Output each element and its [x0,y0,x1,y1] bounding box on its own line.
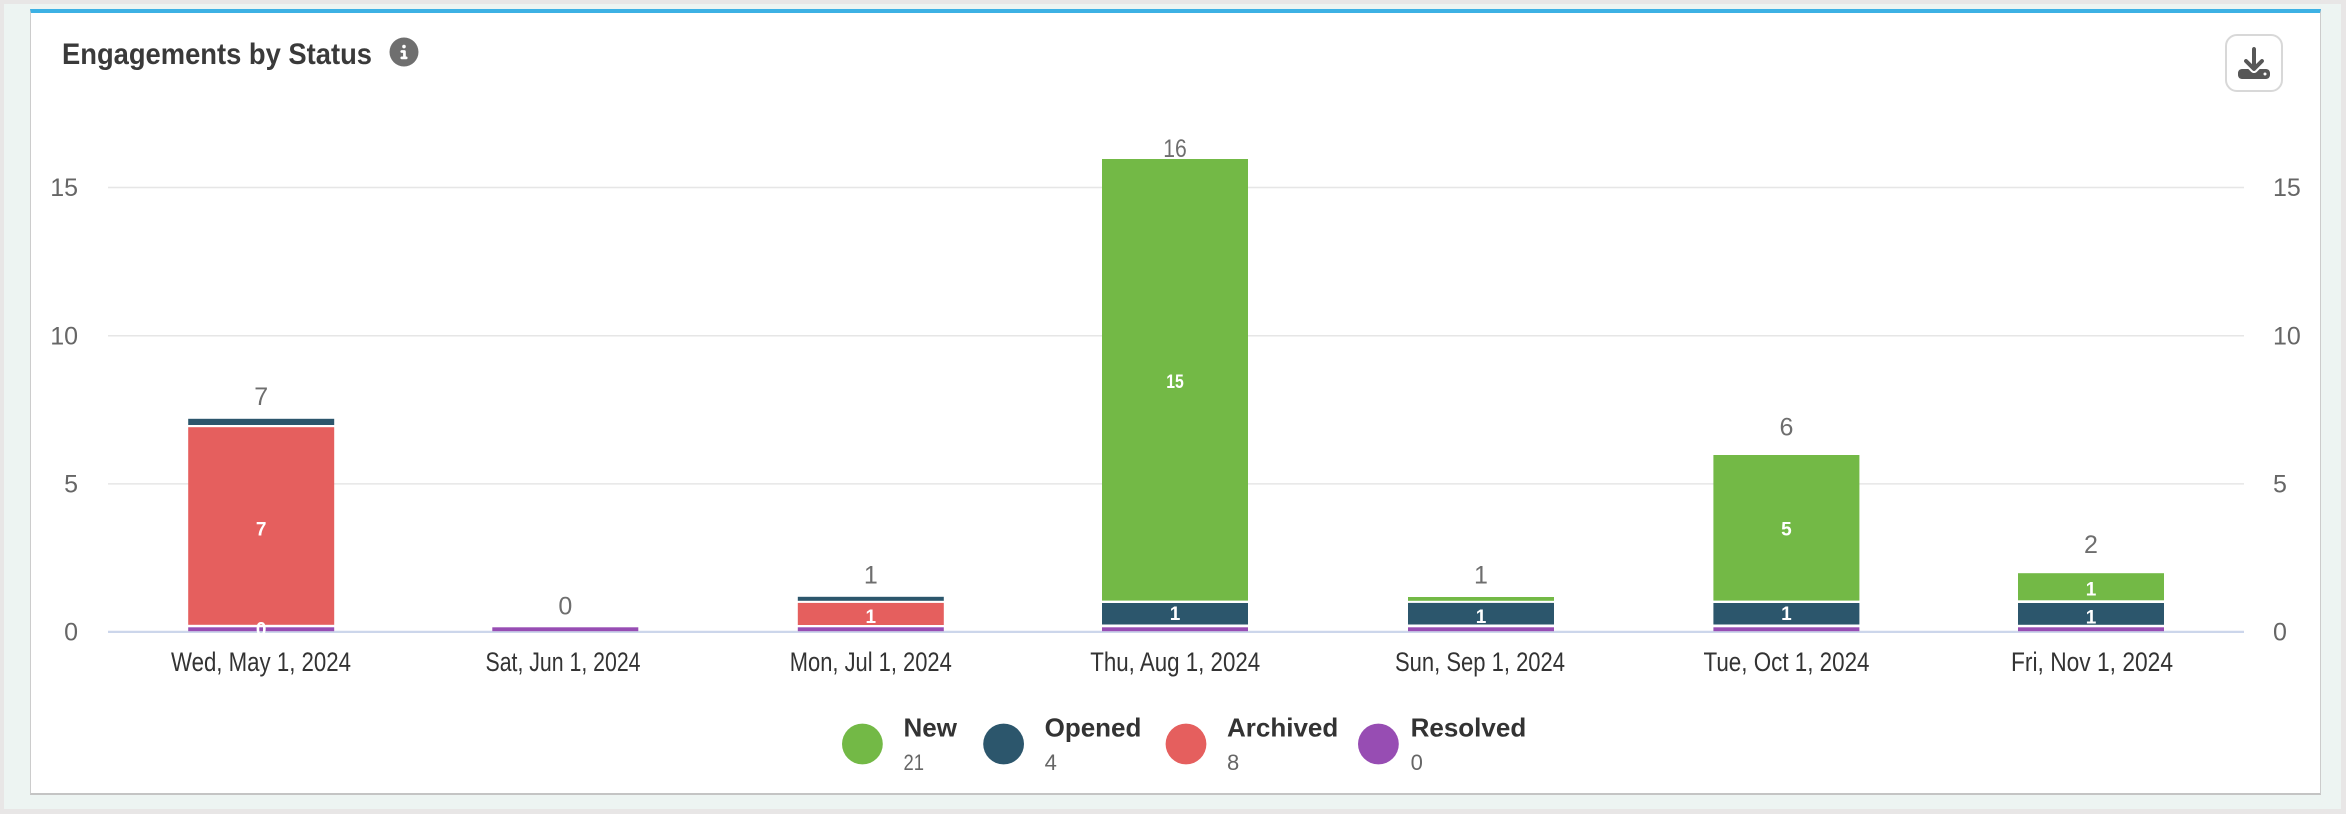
svg-text:1: 1 [866,607,877,628]
svg-text:Resolved: Resolved [1411,713,1527,743]
svg-text:Opened: Opened [1045,713,1142,743]
svg-text:1: 1 [1476,607,1487,628]
svg-text:7: 7 [256,519,267,540]
svg-text:1: 1 [864,561,878,589]
svg-text:1: 1 [2086,579,2097,600]
svg-text:1: 1 [1474,561,1488,589]
svg-text:7: 7 [254,383,268,411]
svg-text:Sun, Sep 1, 2024: Sun, Sep 1, 2024 [1395,647,1565,677]
svg-text:1: 1 [2086,608,2097,629]
svg-text:Tue, Oct 1, 2024: Tue, Oct 1, 2024 [1704,647,1870,677]
svg-text:Sat, Jun 1, 2024: Sat, Jun 1, 2024 [486,647,641,677]
svg-text:1: 1 [1170,604,1181,625]
svg-text:10: 10 [50,322,78,350]
svg-text:5: 5 [2273,471,2287,499]
svg-text:15: 15 [1166,372,1184,393]
svg-text:0: 0 [256,619,267,640]
svg-text:0: 0 [558,593,572,621]
svg-text:10: 10 [2273,322,2301,350]
svg-text:5: 5 [1781,520,1792,541]
svg-text:Engagements by Status: Engagements by Status [62,38,372,71]
svg-text:Thu, Aug 1, 2024: Thu, Aug 1, 2024 [1090,647,1260,677]
svg-text:Mon, Jul 1, 2024: Mon, Jul 1, 2024 [790,647,952,677]
svg-text:15: 15 [2273,174,2301,202]
svg-text:6: 6 [1779,414,1793,442]
svg-text:0: 0 [2273,619,2287,647]
svg-text:New: New [904,713,958,743]
svg-text:15: 15 [50,174,78,202]
svg-text:16: 16 [1163,135,1187,163]
svg-text:4: 4 [1045,750,1057,775]
svg-text:Wed, May 1, 2024: Wed, May 1, 2024 [171,647,351,677]
svg-text:0: 0 [1411,750,1423,775]
svg-text:21: 21 [904,750,925,775]
svg-text:Fri, Nov 1, 2024: Fri, Nov 1, 2024 [2011,647,2173,677]
svg-text:2: 2 [2084,531,2098,559]
svg-text:5: 5 [64,471,78,499]
svg-text:8: 8 [1227,750,1239,775]
svg-text:Archived: Archived [1227,713,1338,743]
svg-text:0: 0 [64,619,78,647]
svg-text:1: 1 [1781,604,1792,625]
